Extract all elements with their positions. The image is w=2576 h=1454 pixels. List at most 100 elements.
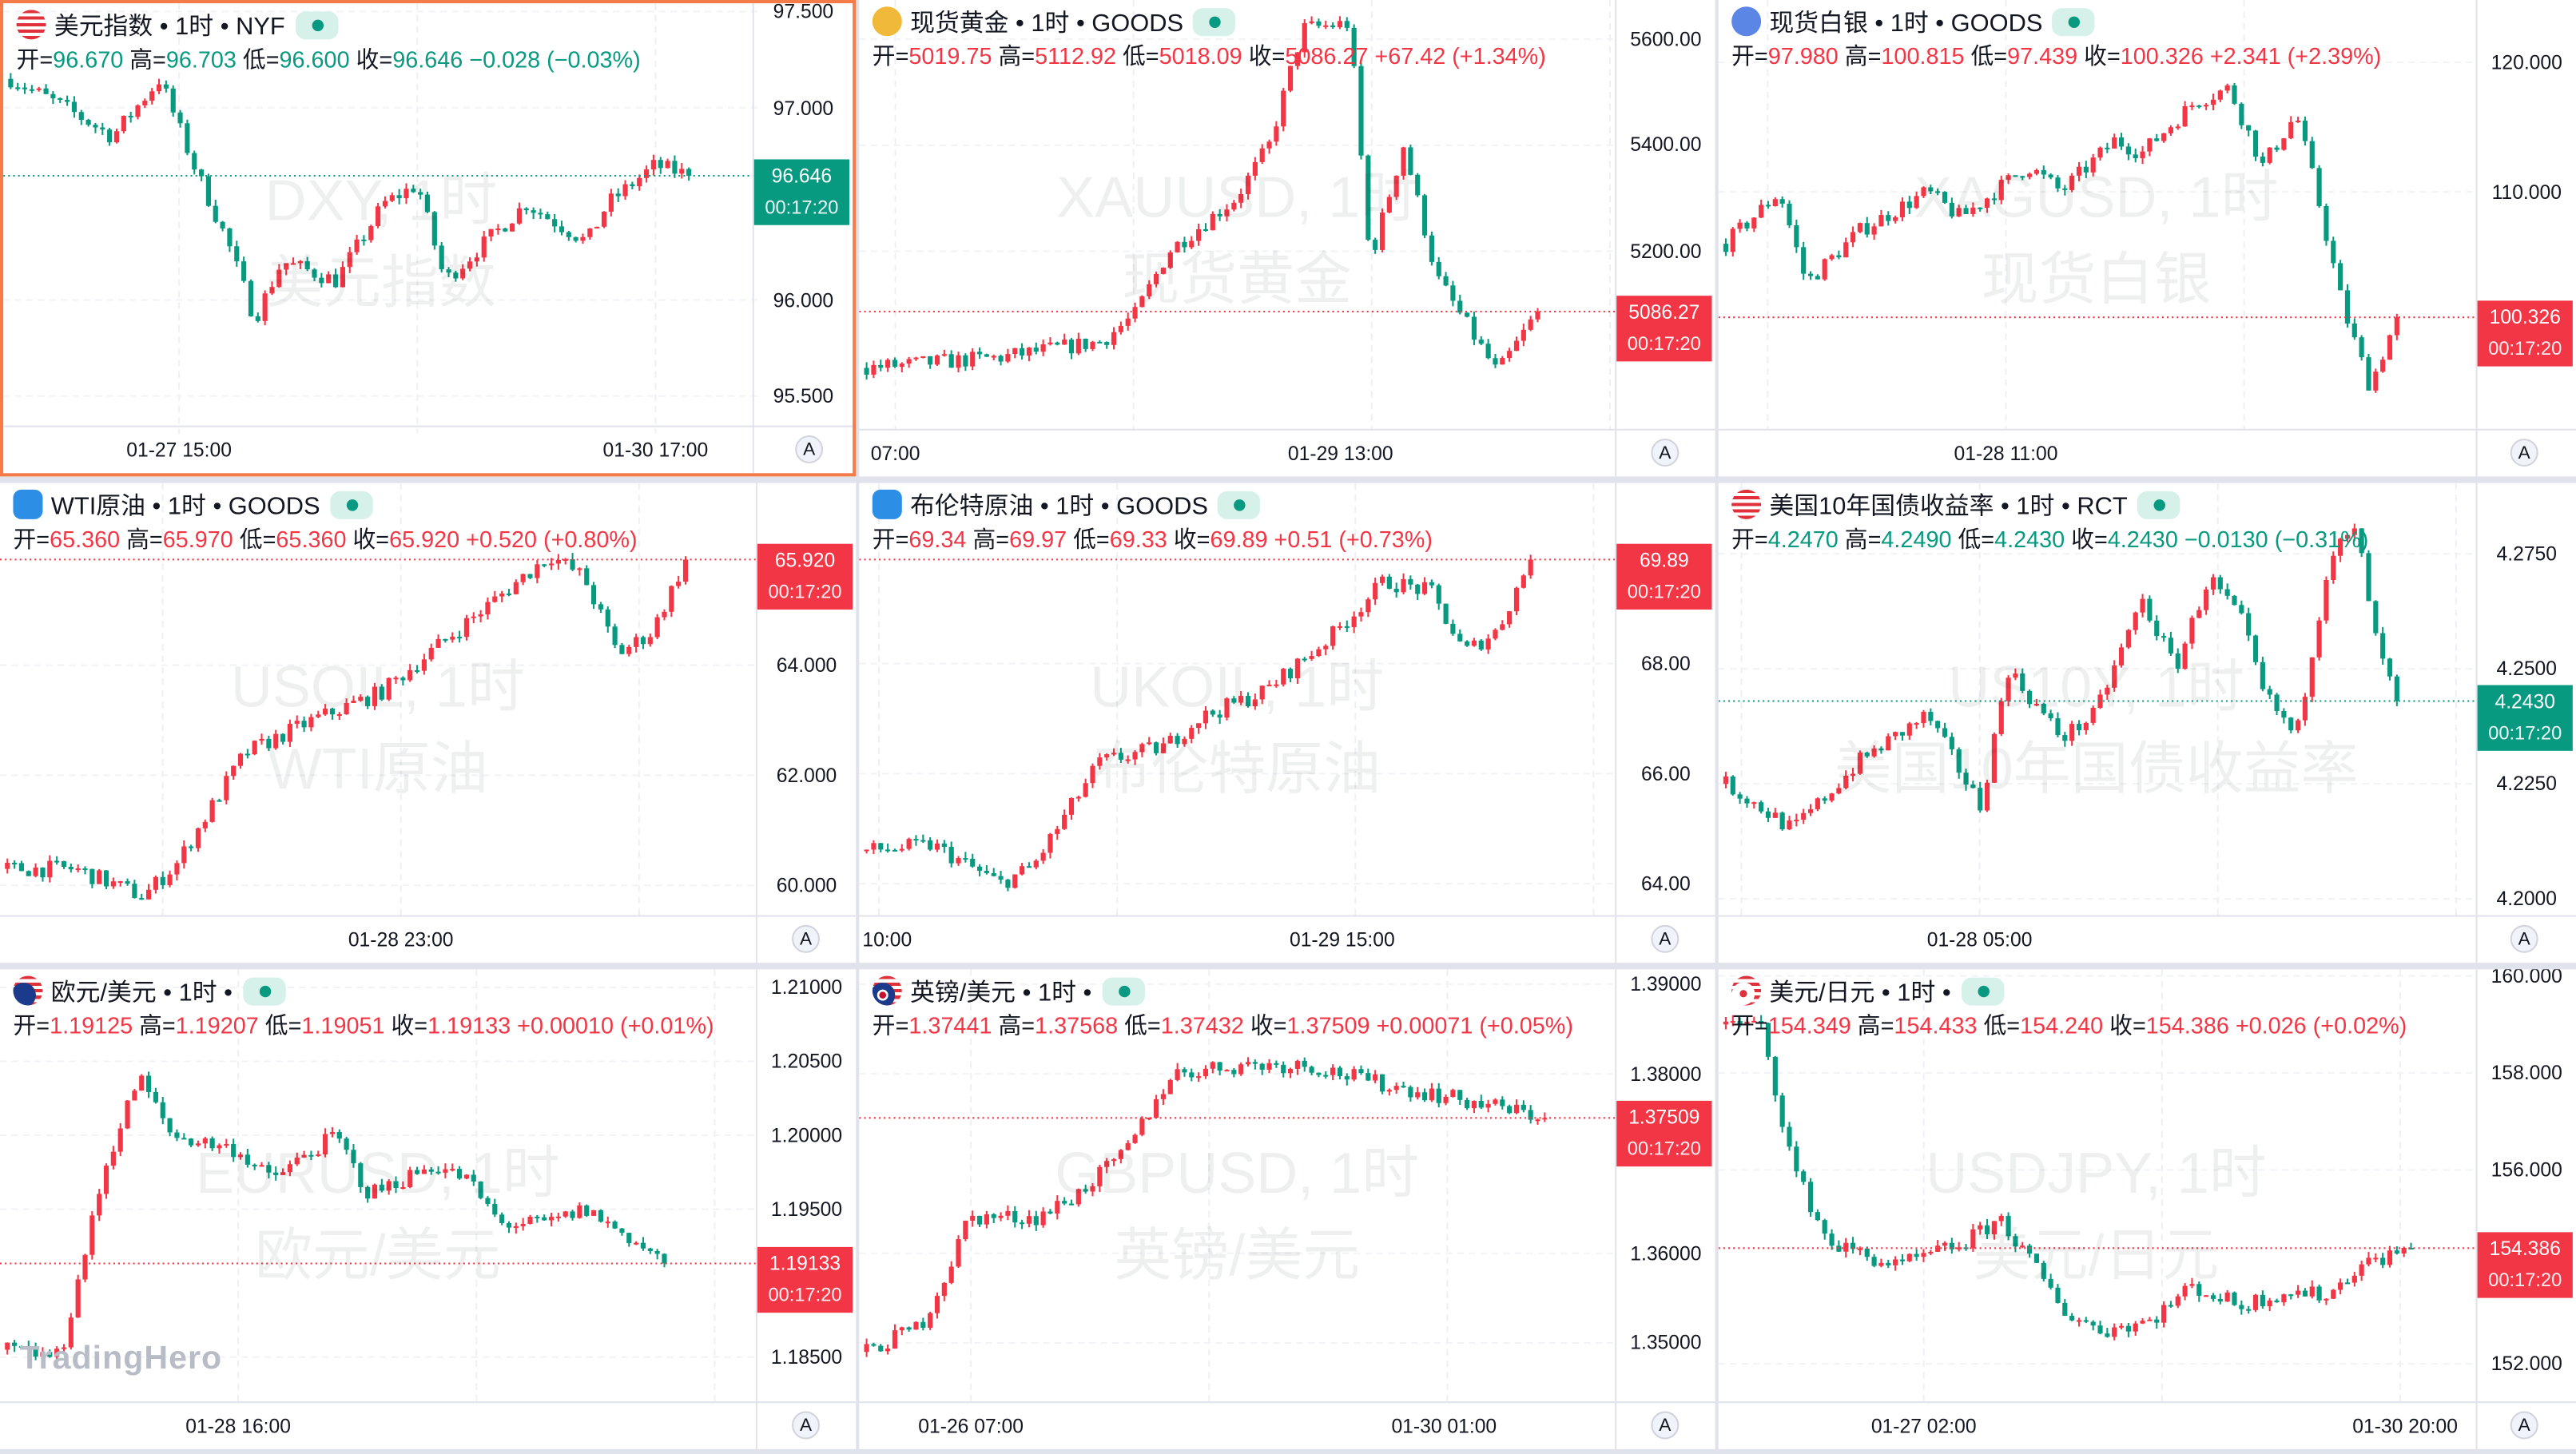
candle-body — [976, 866, 983, 871]
candlestick-chart[interactable] — [1718, 969, 2475, 1404]
auto-scale-button[interactable]: A — [2510, 924, 2538, 953]
chart-panel[interactable]: 现货白银 • 1时 • GOODS 开=97.980 高=100.815 低=9… — [1718, 0, 2576, 477]
candle — [1963, 769, 1969, 791]
auto-scale-button[interactable]: A — [1651, 439, 1680, 467]
candle — [1351, 1066, 1357, 1082]
candle — [2373, 600, 2379, 636]
price-axis[interactable]: 68.00 66.00 64.00 69.89 00:17:20 — [1615, 483, 1715, 963]
candle — [1443, 272, 1449, 287]
candle-body — [2274, 147, 2280, 150]
symbol-title[interactable]: 美元指数 • 1时 • NYF — [54, 12, 285, 41]
candle — [443, 1163, 448, 1178]
candle — [478, 1181, 483, 1200]
time-axis[interactable]: 01-28 16:00 A — [0, 1401, 857, 1449]
chart-panel[interactable]: 现货黄金 • 1时 • GOODS 开=5019.75 高=5112.92 低=… — [859, 0, 1715, 477]
chart-legend: 现货黄金 • 1时 • GOODS 开=5019.75 高=5112.92 低=… — [872, 5, 1546, 72]
candle-body — [1991, 198, 1997, 201]
auto-scale-button[interactable]: A — [1651, 1411, 1680, 1440]
market-open-status-icon — [2052, 7, 2096, 36]
candle — [1815, 1209, 1820, 1222]
candle-body — [170, 88, 176, 113]
symbol-title[interactable]: 欧元/美元 • 1时 • — [50, 978, 233, 1007]
time-axis[interactable]: 01-26 07:00 01-30 01:00 A — [859, 1401, 1715, 1449]
price-axis[interactable]: 120.000 110.000 100.326 00:17:20 — [2475, 0, 2576, 477]
price-axis[interactable]: 1.39000 1.38000 1.36000 1.35000 1.37509 00:17… — [1615, 969, 1715, 1449]
price-axis[interactable]: 160.000 158.000 156.000 152.000 154.386 00:17… — [2475, 969, 2576, 1449]
chart-panel[interactable]: WTI原油 • 1时 • GOODS 开=65.360 高=65.970 低=6… — [0, 483, 857, 963]
close-label: 收= — [352, 526, 390, 552]
candlestick-chart[interactable] — [859, 969, 1616, 1404]
chart-panel[interactable]: 美国10年国债收益率 • 1时 • RCT 开=4.2470 高=4.2490 … — [1718, 483, 2576, 963]
auto-scale-button[interactable]: A — [2510, 439, 2538, 467]
candle — [2224, 83, 2230, 93]
market-open-status-icon — [1101, 976, 1145, 1005]
symbol-title[interactable]: 美元/日元 • 1时 • — [1769, 978, 1951, 1007]
candle-body — [1759, 205, 1764, 218]
chart-panel[interactable]: 布伦特原油 • 1时 • GOODS 开=69.34 高=69.97 低=69.… — [859, 483, 1715, 963]
candle — [634, 1241, 639, 1245]
symbol-title[interactable]: 现货白银 • 1时 • GOODS — [1769, 9, 2043, 38]
time-axis[interactable]: 01-28 11:00 A — [1718, 428, 2576, 477]
candle — [1528, 1105, 1533, 1124]
symbol-title[interactable]: WTI原油 • 1时 • GOODS — [50, 491, 320, 520]
candle-body — [2288, 1294, 2294, 1297]
time-label: 01-30 20:00 — [2352, 1414, 2458, 1438]
high-label: 高= — [139, 1011, 176, 1039]
candle — [1139, 1116, 1145, 1137]
candle-body — [1090, 765, 1095, 784]
chart-panel[interactable]: 欧元/美元 • 1时 • 开=1.19125 高=1.19207 低=1.190… — [0, 969, 857, 1449]
candle — [928, 836, 933, 852]
candle-body — [1942, 1242, 1948, 1246]
price-axis[interactable]: 1.21000 1.20500 1.20000 1.19500 1.18500 1.191… — [755, 969, 856, 1449]
price-axis[interactable]: 97.500 97.000 96.000 95.500 96.646 00:17:20 — [752, 3, 853, 474]
candle-body — [605, 1222, 610, 1224]
candlestick-chart[interactable] — [1718, 483, 2475, 917]
candle-body — [2027, 690, 2033, 705]
candlestick-chart[interactable] — [1718, 0, 2475, 431]
candle — [1759, 800, 1764, 814]
symbol-title[interactable]: 美国10年国债收益率 • 1时 • RCT — [1769, 491, 2128, 520]
chart-panel[interactable]: 美元指数 • 1时 • NYF 开=96.670 高=96.703 低=96.6… — [0, 0, 857, 477]
time-axis[interactable]: 01-28 05:00 A — [1718, 915, 2576, 963]
symbol-title[interactable]: 现货黄金 • 1时 • GOODS — [910, 9, 1184, 38]
candle-body — [970, 352, 976, 367]
candle — [885, 843, 891, 853]
auto-scale-button[interactable]: A — [792, 924, 820, 953]
price-axis[interactable]: 4.2750 4.2500 4.2250 4.2000 4.2430 00:17:20 — [2475, 483, 2576, 963]
auto-scale-button[interactable]: A — [1651, 924, 1680, 953]
price-axis[interactable]: 64.000 62.000 60.000 65.920 00:17:20 — [755, 483, 856, 963]
auto-scale-button[interactable]: A — [792, 1411, 820, 1440]
time-axis[interactable]: 07:00 01-29 13:00 A — [859, 428, 1715, 477]
price-axis[interactable]: 5600.00 5400.00 5200.00 5086.27 00:17:20 — [1615, 0, 1715, 477]
time-axis[interactable]: 01-28 23:00 A — [0, 915, 857, 963]
chart-panel[interactable]: 美元/日元 • 1时 • 开=154.349 高=154.433 低=154.2… — [1718, 969, 2576, 1449]
candle-body — [2133, 1323, 2138, 1332]
symbol-title[interactable]: 布伦特原油 • 1时 • GOODS — [910, 491, 1208, 520]
time-axis[interactable]: 01-27 15:00 01-30 17:00 A — [3, 425, 853, 474]
candle — [2338, 260, 2343, 291]
candle-body — [2288, 717, 2294, 731]
auto-scale-button[interactable]: A — [2510, 1411, 2538, 1440]
candle — [1829, 793, 1835, 803]
candle — [224, 1138, 229, 1148]
candle — [269, 281, 275, 296]
candle — [1984, 197, 1990, 213]
candle-body — [654, 617, 660, 638]
chart-panel[interactable]: 英镑/美元 • 1时 • 开=1.37441 高=1.37568 低=1.374… — [859, 969, 1715, 1449]
symbol-title[interactable]: 英镑/美元 • 1时 • — [910, 978, 1092, 1007]
candle — [513, 579, 519, 595]
candle — [1062, 1197, 1067, 1206]
candle — [1132, 302, 1138, 323]
candlestick-chart[interactable] — [3, 3, 759, 434]
candlestick-chart[interactable] — [0, 483, 756, 917]
candle — [26, 870, 31, 876]
candle-body — [1047, 1211, 1053, 1214]
time-axis[interactable]: 5 10:0001-29 15:00A — [859, 915, 1715, 963]
auto-scale-button[interactable]: A — [795, 435, 824, 463]
candle — [396, 189, 402, 205]
market-open-status-icon — [2137, 490, 2180, 518]
candlestick-chart[interactable] — [859, 483, 1616, 917]
candlestick-chart[interactable] — [0, 969, 756, 1404]
candlestick-chart[interactable] — [859, 0, 1616, 431]
time-axis[interactable]: 01-27 02:00 01-30 20:00 A — [1718, 1401, 2576, 1449]
